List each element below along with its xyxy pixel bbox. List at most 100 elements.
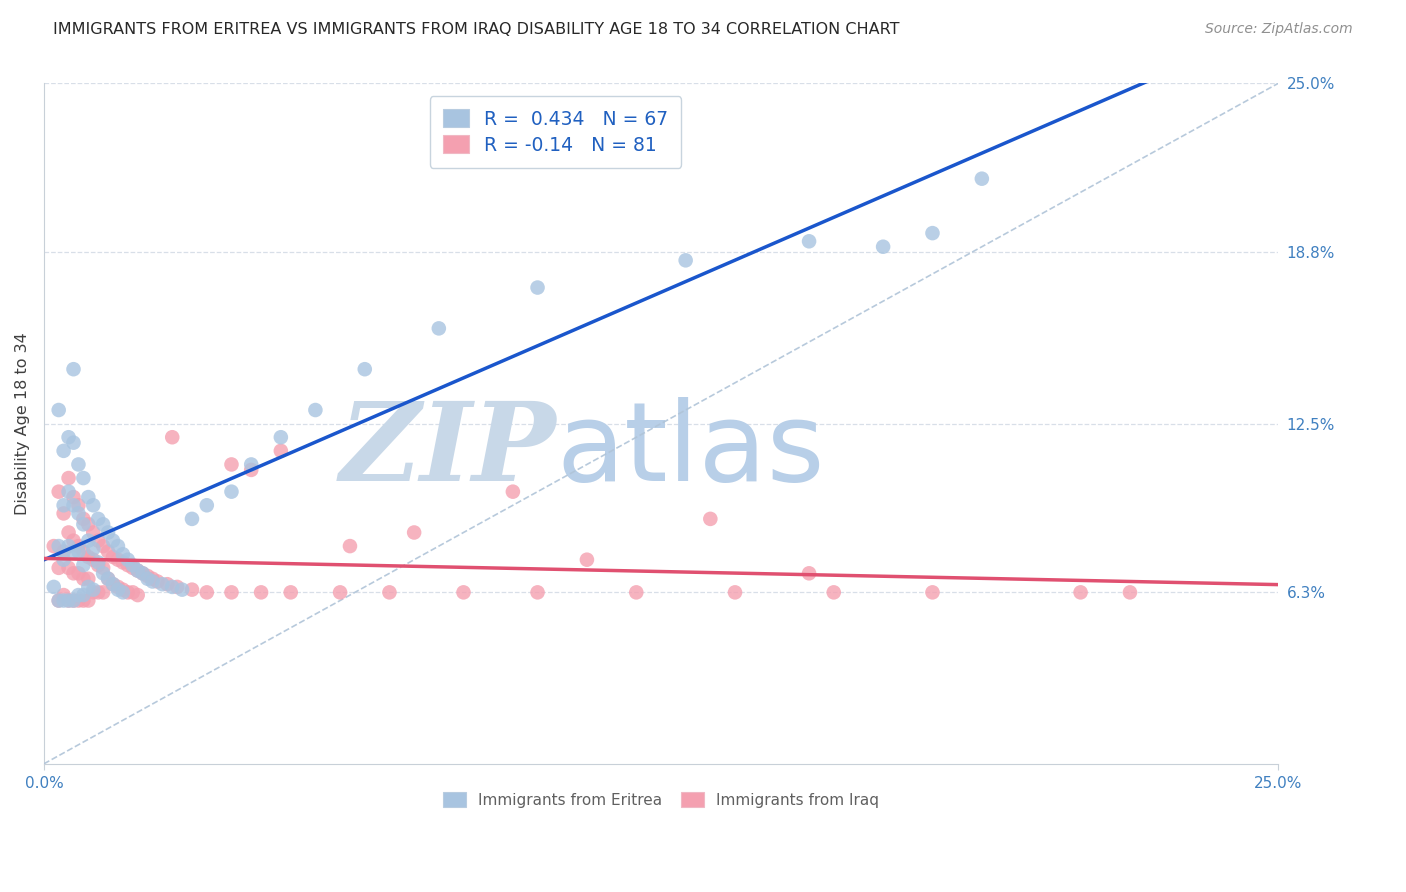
Point bbox=[107, 582, 129, 597]
Text: Source: ZipAtlas.com: Source: ZipAtlas.com bbox=[1205, 22, 1353, 37]
Point bbox=[97, 544, 120, 558]
Point bbox=[67, 588, 90, 602]
Point bbox=[156, 577, 179, 591]
Point bbox=[378, 585, 401, 599]
Point bbox=[62, 593, 84, 607]
Point bbox=[141, 574, 163, 589]
Point bbox=[77, 490, 100, 504]
Point bbox=[166, 580, 188, 594]
Point bbox=[117, 552, 139, 566]
Point bbox=[58, 484, 80, 499]
Point bbox=[675, 253, 697, 268]
Point bbox=[921, 226, 943, 240]
Point bbox=[52, 552, 75, 566]
Point bbox=[131, 566, 153, 581]
Point bbox=[111, 585, 134, 599]
Point bbox=[823, 585, 845, 599]
Point bbox=[970, 171, 993, 186]
Point bbox=[195, 585, 218, 599]
Point bbox=[181, 512, 204, 526]
Point bbox=[453, 103, 475, 118]
Point bbox=[48, 484, 70, 499]
Point bbox=[72, 593, 94, 607]
Point bbox=[121, 585, 143, 599]
Point bbox=[58, 525, 80, 540]
Point bbox=[240, 458, 263, 472]
Point bbox=[172, 582, 194, 597]
Point bbox=[87, 585, 110, 599]
Point bbox=[91, 561, 114, 575]
Point bbox=[270, 443, 292, 458]
Point bbox=[87, 512, 110, 526]
Point bbox=[48, 539, 70, 553]
Point bbox=[181, 582, 204, 597]
Point bbox=[72, 588, 94, 602]
Y-axis label: Disability Age 18 to 34: Disability Age 18 to 34 bbox=[15, 332, 30, 515]
Point bbox=[77, 517, 100, 532]
Point bbox=[1070, 585, 1092, 599]
Point bbox=[101, 577, 124, 591]
Point bbox=[270, 430, 292, 444]
Point bbox=[101, 533, 124, 548]
Point bbox=[58, 561, 80, 575]
Point bbox=[304, 403, 326, 417]
Point bbox=[67, 498, 90, 512]
Point bbox=[82, 541, 104, 556]
Point bbox=[58, 593, 80, 607]
Point bbox=[42, 539, 65, 553]
Point bbox=[77, 593, 100, 607]
Point bbox=[67, 566, 90, 581]
Point bbox=[87, 533, 110, 548]
Legend: Immigrants from Eritrea, Immigrants from Iraq: Immigrants from Eritrea, Immigrants from… bbox=[437, 786, 884, 814]
Point bbox=[72, 512, 94, 526]
Point bbox=[221, 458, 243, 472]
Point bbox=[67, 539, 90, 553]
Point bbox=[77, 580, 100, 594]
Point bbox=[91, 539, 114, 553]
Point bbox=[127, 564, 149, 578]
Point bbox=[404, 525, 426, 540]
Point bbox=[280, 585, 302, 599]
Point bbox=[127, 588, 149, 602]
Point bbox=[52, 498, 75, 512]
Point bbox=[87, 558, 110, 573]
Point bbox=[136, 569, 159, 583]
Point bbox=[48, 593, 70, 607]
Point bbox=[329, 585, 352, 599]
Point bbox=[107, 580, 129, 594]
Point bbox=[48, 403, 70, 417]
Point bbox=[221, 585, 243, 599]
Point bbox=[97, 525, 120, 540]
Point bbox=[62, 362, 84, 376]
Point bbox=[72, 572, 94, 586]
Point bbox=[82, 525, 104, 540]
Point bbox=[921, 585, 943, 599]
Point bbox=[48, 593, 70, 607]
Point bbox=[240, 463, 263, 477]
Point bbox=[107, 539, 129, 553]
Point bbox=[162, 430, 184, 444]
Point bbox=[353, 362, 375, 376]
Point bbox=[121, 561, 143, 575]
Point bbox=[91, 517, 114, 532]
Point bbox=[141, 572, 163, 586]
Point bbox=[58, 430, 80, 444]
Point bbox=[58, 539, 80, 553]
Point bbox=[91, 585, 114, 599]
Point bbox=[52, 593, 75, 607]
Point bbox=[221, 484, 243, 499]
Point bbox=[131, 566, 153, 581]
Point bbox=[101, 577, 124, 591]
Point bbox=[82, 552, 104, 566]
Point bbox=[111, 556, 134, 570]
Point bbox=[67, 544, 90, 558]
Point bbox=[453, 585, 475, 599]
Point bbox=[97, 572, 120, 586]
Point bbox=[62, 544, 84, 558]
Text: IMMIGRANTS FROM ERITREA VS IMMIGRANTS FROM IRAQ DISABILITY AGE 18 TO 34 CORRELAT: IMMIGRANTS FROM ERITREA VS IMMIGRANTS FR… bbox=[53, 22, 900, 37]
Point bbox=[52, 588, 75, 602]
Point bbox=[150, 577, 173, 591]
Point bbox=[111, 547, 134, 561]
Point bbox=[52, 507, 75, 521]
Point bbox=[52, 443, 75, 458]
